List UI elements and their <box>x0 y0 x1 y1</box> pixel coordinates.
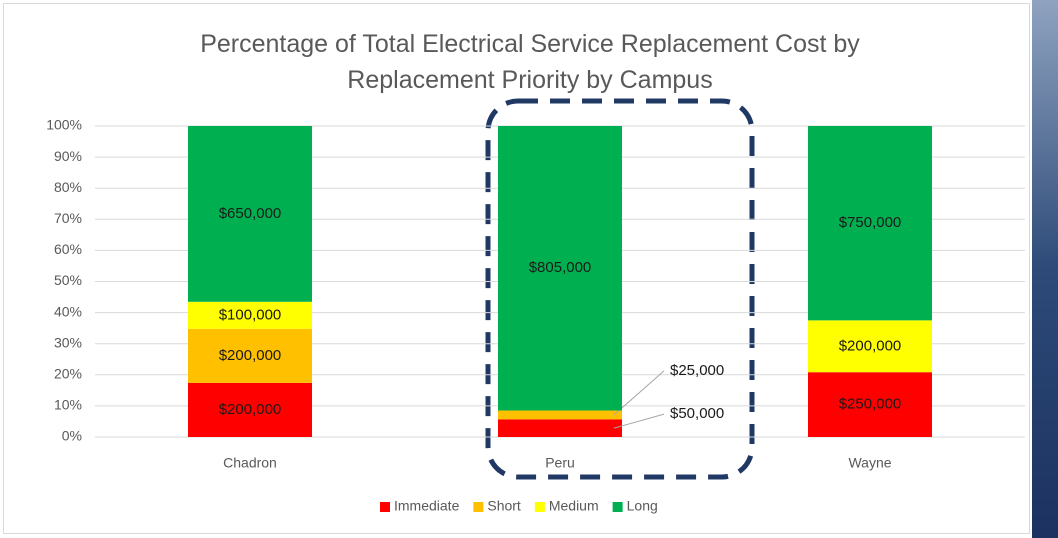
legend-swatch <box>380 502 390 512</box>
y-tick-label: 10% <box>54 397 82 413</box>
data-label: $200,000 <box>839 337 902 354</box>
leader-line <box>613 413 665 429</box>
bar-segment <box>188 126 312 302</box>
legend-swatch <box>612 502 623 512</box>
y-tick-label: 0% <box>62 428 82 444</box>
bar-segment <box>808 126 932 321</box>
side-strip <box>1032 0 1058 538</box>
data-label: $200,000 <box>219 401 282 418</box>
bar-segment <box>188 328 312 383</box>
bar-segment <box>498 126 622 411</box>
y-tick-label: 30% <box>54 334 82 350</box>
data-label: $650,000 <box>219 205 282 222</box>
x-tick-label: Peru <box>545 455 575 471</box>
legend-swatch <box>473 502 484 512</box>
data-label: $750,000 <box>839 214 902 231</box>
y-tick-label: 90% <box>54 148 82 164</box>
y-tick-label: 20% <box>54 366 82 382</box>
legend-label: Long <box>627 498 658 514</box>
legend-label: Immediate <box>394 498 460 514</box>
y-tick-label: 60% <box>54 241 82 257</box>
bar-segment <box>188 382 312 437</box>
chart-title: Percentage of Total Electrical Service R… <box>200 30 860 94</box>
bar-segment <box>498 410 622 420</box>
highlight-box <box>485 98 755 480</box>
y-tick-label: 70% <box>54 210 82 226</box>
data-label: $25,000 <box>670 362 724 379</box>
bar-segment <box>188 301 312 329</box>
bar-segment <box>808 320 932 373</box>
y-tick-label: 40% <box>54 303 82 319</box>
legend-swatch <box>534 502 545 512</box>
y-tick-label: 50% <box>54 272 82 288</box>
legend-label: Short <box>487 498 521 514</box>
y-tick-label: 100% <box>46 117 82 133</box>
data-label: $100,000 <box>219 306 282 323</box>
data-label: $805,000 <box>529 259 592 276</box>
data-label: $200,000 <box>219 347 282 364</box>
y-tick-label: 80% <box>54 179 82 195</box>
leader-line <box>613 370 665 416</box>
legend-label: Medium <box>549 498 599 514</box>
bar-segment <box>498 419 622 437</box>
x-tick-label: Chadron <box>223 455 277 471</box>
data-label: $250,000 <box>839 396 902 413</box>
bar-segment <box>808 372 932 437</box>
data-label: $50,000 <box>670 405 724 422</box>
x-tick-label: Wayne <box>848 455 891 471</box>
